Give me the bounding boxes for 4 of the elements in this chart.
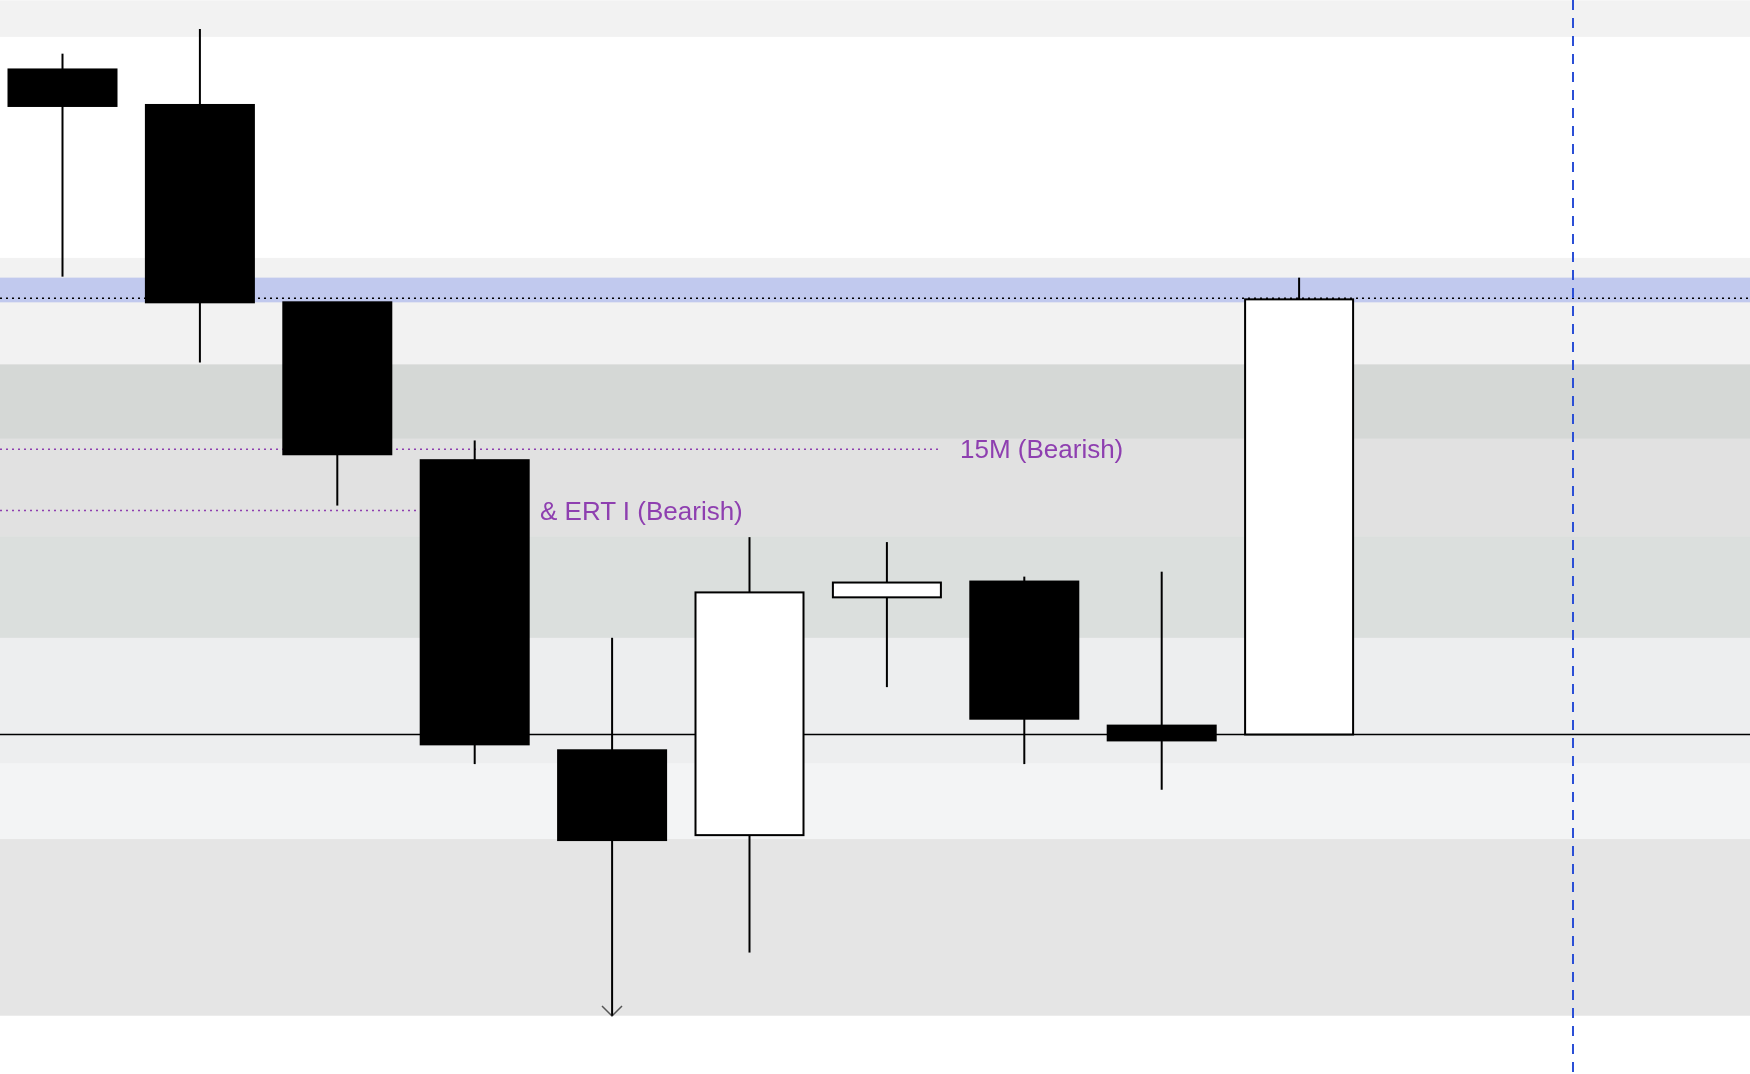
ref-line-label: 15M (Bearish) [960,434,1124,465]
candlestick [831,541,942,689]
ref-line-label: & ERT I (Bearish) [540,495,743,526]
candlestick [282,301,393,507]
